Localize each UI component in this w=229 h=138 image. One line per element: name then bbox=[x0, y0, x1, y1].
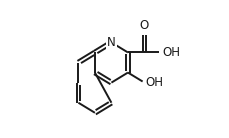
Text: N: N bbox=[106, 36, 115, 49]
Text: OH: OH bbox=[145, 76, 163, 89]
Text: O: O bbox=[139, 19, 148, 32]
Text: OH: OH bbox=[161, 46, 179, 59]
